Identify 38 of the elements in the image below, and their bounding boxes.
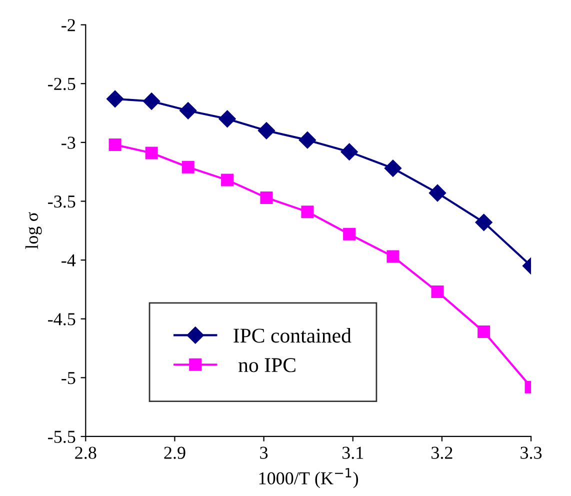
y-tick-label: -2.5	[48, 78, 76, 90]
y-tick-label: -2	[62, 19, 75, 32]
point	[384, 160, 402, 177]
x-axis-title: 1000/T (K$^{−1}$)	[259, 468, 358, 488]
point	[180, 102, 197, 120]
x-tick-label: 3.1	[342, 446, 364, 459]
point	[260, 191, 273, 204]
point	[182, 160, 194, 174]
point	[218, 110, 236, 128]
point	[478, 326, 490, 338]
legend-label: no IPC	[238, 358, 296, 372]
point	[145, 146, 158, 160]
point	[386, 250, 400, 263]
point	[301, 206, 314, 218]
y-tick-label: -5	[62, 372, 76, 384]
x-tick-label: 2.8	[75, 446, 96, 459]
point	[343, 228, 356, 240]
x-tick-label: 3.3	[520, 446, 542, 459]
point	[431, 286, 444, 298]
x-tick-label: 3.2	[432, 446, 452, 459]
point	[221, 174, 234, 186]
x-tick-label: 3	[260, 446, 268, 459]
point	[108, 138, 122, 152]
point	[298, 132, 316, 149]
y-tick-label: -3	[62, 136, 76, 149]
y-tick-label: -5.5	[48, 430, 76, 443]
point	[340, 143, 358, 160]
point	[143, 92, 160, 110]
x-tick-label: 2.9	[164, 446, 186, 459]
point	[258, 122, 276, 140]
y-axis-title: log σ	[25, 212, 42, 249]
point	[475, 214, 492, 231]
legend-label: IPC contained	[234, 328, 352, 343]
point	[428, 184, 446, 202]
y-tick-label: -4.5	[48, 313, 76, 326]
y-tick-label: -3.5	[48, 196, 76, 208]
point	[106, 90, 124, 108]
y-tick-label: -4	[62, 254, 76, 266]
